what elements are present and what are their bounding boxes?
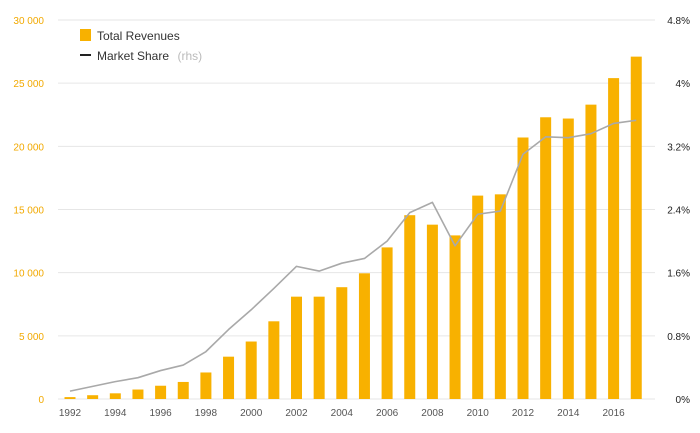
revenue-bar-2010 [472,195,484,399]
revenue-bar-2012 [517,137,529,400]
x-tick-label: 2006 [376,408,399,419]
x-tick-label: 2012 [512,408,535,419]
revenue-bar-2009 [449,235,461,399]
x-tick-label: 2004 [331,408,354,419]
revenue-bar-1999 [223,356,235,399]
revenue-bar-1998 [200,372,212,399]
left-tick-label: 5 000 [19,332,44,343]
revenue-bar-2016 [608,78,620,399]
legend-swatch-revenues [80,29,91,41]
revenue-bar-2014 [562,118,574,399]
right-tick-label: 2.4% [667,206,690,217]
revenue-bar-2013 [540,117,552,399]
revenue-bar-2002 [291,296,302,399]
market-share-line-group [69,119,637,392]
left-tick-label: 20 000 [13,142,44,153]
revenue-bar-2000 [245,341,257,399]
grid-lines [58,19,655,400]
left-tick-label: 25 000 [13,79,44,90]
left-tick-label: 15 000 [13,206,44,217]
revenue-bar-1992 [64,397,76,399]
left-axis-ticks: 0 5 000 10 000 15 000 20 000 25 000 30 000 [13,16,44,406]
revenue-bar-1996 [155,385,167,399]
revenue-bar-2004 [336,287,348,399]
right-tick-label: 0.8% [667,332,690,343]
revenue-bar-1993 [87,395,99,399]
revenue-bars [64,56,642,400]
right-tick-label: 0% [676,395,691,406]
legend: Total Revenues Market Share (rhs) [80,29,202,64]
right-tick-label: 4.8% [667,16,690,27]
x-axis-ticks: 1992 1994 1996 1998 2000 2002 2004 2006 2008 2010… [59,408,625,419]
revenue-bar-2006 [381,247,393,399]
right-tick-label: 1.6% [667,269,690,280]
legend-label-revenues: Total Revenues [97,29,180,43]
left-tick-label: 0 [38,395,44,406]
revenue-bar-1995 [132,389,144,399]
revenue-bar-2001 [268,321,280,399]
revenue-bar-2007 [404,215,416,399]
right-tick-label: 4% [676,79,691,90]
x-tick-label: 2016 [602,408,625,419]
x-tick-label: 2008 [421,408,444,419]
revenue-bar-2003 [313,296,325,399]
x-tick-label: 1998 [195,408,218,419]
market-share-line [69,119,637,392]
x-tick-label: 1994 [104,408,127,419]
revenue-bar-2011 [494,194,506,399]
revenue-bar-2005 [358,273,370,399]
x-tick-label: 2000 [240,408,263,419]
revenue-bar-2015 [585,104,597,399]
legend-share-text: Market Share [97,49,169,63]
left-tick-label: 10 000 [13,269,44,280]
revenue-bar-2017 [630,56,642,400]
left-tick-label: 30 000 [13,16,44,27]
x-tick-label: 2014 [557,408,580,419]
revenue-bar-2008 [426,224,438,399]
legend-label-market-share: Market Share (rhs) [97,47,202,64]
x-tick-label: 2002 [285,408,308,419]
right-axis-ticks: 0% 0.8% 1.6% 2.4% 3.2% 4% 4.8% [667,16,690,406]
x-tick-label: 1996 [149,408,172,419]
x-tick-label: 1992 [59,408,82,419]
revenue-bar-1997 [177,381,189,399]
legend-rhs-note: (rhs) [177,49,202,63]
x-tick-label: 2010 [467,408,490,419]
revenue-bar-1994 [109,393,121,399]
right-tick-label: 3.2% [667,142,690,153]
